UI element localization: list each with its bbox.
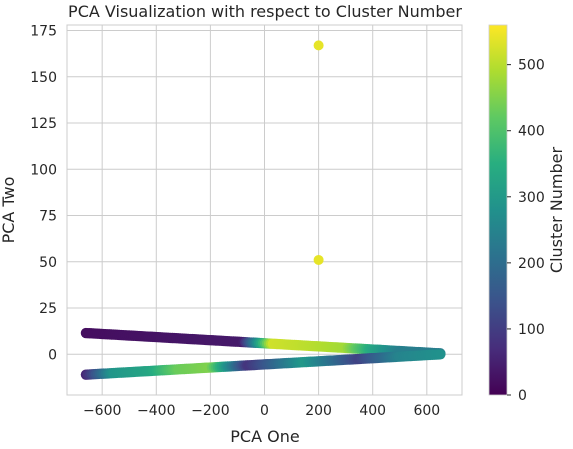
y-tick-label: 25 bbox=[39, 301, 57, 317]
grid-lines bbox=[67, 25, 462, 395]
colorbar-tick-label: 400 bbox=[518, 124, 545, 140]
y-tick-label: 125 bbox=[30, 116, 57, 132]
colorbar-tick-label: 500 bbox=[518, 58, 545, 74]
outlier-point bbox=[313, 40, 324, 51]
band-point bbox=[435, 349, 446, 360]
x-tick-label: −400 bbox=[137, 403, 175, 419]
y-tick-label: 75 bbox=[39, 209, 57, 225]
x-tick-label: −600 bbox=[83, 403, 121, 419]
x-tick-label: 200 bbox=[305, 403, 332, 419]
y-tick-label: 175 bbox=[30, 24, 57, 40]
x-tick-label: −200 bbox=[191, 403, 229, 419]
colorbar-tick-label: 0 bbox=[518, 388, 527, 404]
y-tick-label: 50 bbox=[39, 255, 57, 271]
scatter-marks bbox=[80, 40, 446, 380]
colorbar-tick-labels: 0 100 200 300 400 500 bbox=[507, 58, 545, 404]
x-tick-label: 0 bbox=[260, 403, 269, 419]
colorbar bbox=[488, 24, 508, 396]
y-tick-labels: 0 25 50 75 100 125 150 175 bbox=[30, 24, 57, 364]
colorbar-tick-label: 200 bbox=[518, 256, 545, 272]
x-axis-label: PCA One bbox=[230, 427, 299, 446]
y-tick-label: 100 bbox=[30, 162, 57, 178]
outlier-point bbox=[313, 254, 324, 265]
y-tick-label: 0 bbox=[48, 347, 57, 363]
chart-title: PCA Visualization with respect to Cluste… bbox=[68, 2, 462, 21]
colorbar-tick-label: 100 bbox=[518, 322, 545, 338]
y-tick-label: 150 bbox=[30, 70, 57, 86]
x-tick-labels: −600 −400 −200 0 200 400 600 bbox=[83, 403, 440, 419]
plot-frame bbox=[66, 24, 463, 396]
x-tick-label: 600 bbox=[413, 403, 440, 419]
y-axis-label: PCA Two bbox=[0, 177, 18, 244]
colorbar-label: Cluster Number bbox=[547, 147, 566, 274]
colorbar-tick-label: 300 bbox=[518, 190, 545, 206]
x-tick-label: 400 bbox=[359, 403, 386, 419]
